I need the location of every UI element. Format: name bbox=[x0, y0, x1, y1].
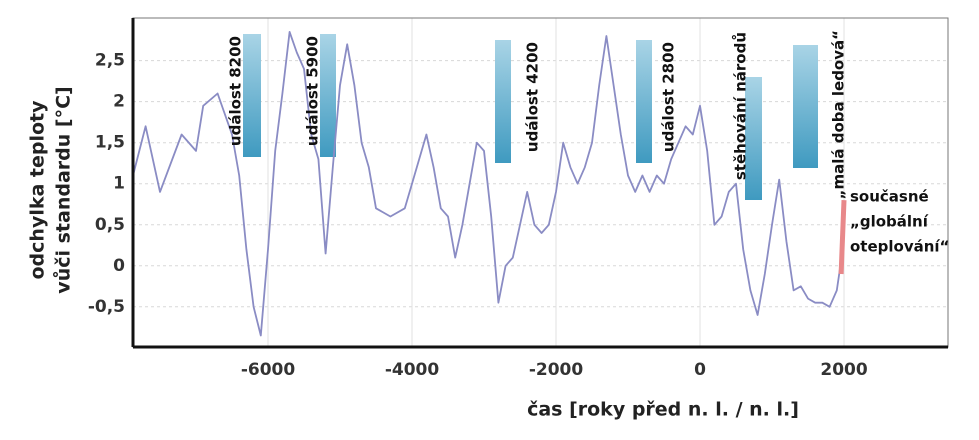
y-tick-label: 0,5 bbox=[95, 215, 125, 235]
event-bar bbox=[793, 45, 818, 168]
x-tick-label: -4000 bbox=[385, 360, 440, 380]
data-line bbox=[838, 200, 847, 275]
event-bar bbox=[745, 77, 762, 200]
x-axis-label: čas [roky před n. l. / n. l.] bbox=[527, 399, 799, 421]
annotation: událost 8200 bbox=[227, 36, 245, 146]
y-tick-label: 1,5 bbox=[95, 133, 125, 153]
data-line bbox=[132, 31, 842, 337]
event-bar bbox=[243, 34, 261, 157]
y-tick-label: 2,5 bbox=[95, 51, 125, 71]
event-bar bbox=[636, 40, 652, 163]
event-bar bbox=[320, 34, 336, 157]
annotation: současné bbox=[850, 188, 929, 206]
annotation: „malá doba ledová“ bbox=[830, 30, 848, 199]
annotation: událost 4200 bbox=[524, 42, 542, 152]
y-tick-label: -0,5 bbox=[88, 297, 125, 317]
annotation: stěhování národů bbox=[732, 32, 750, 180]
annotation: oteplování“ bbox=[850, 238, 949, 256]
y-tick-label: 0 bbox=[113, 256, 125, 276]
x-tick-label: 2000 bbox=[820, 360, 867, 380]
annotation: „globální bbox=[850, 213, 929, 231]
x-tick-label: -6000 bbox=[241, 360, 296, 380]
x-tick-label: 0 bbox=[694, 360, 706, 380]
y-axis-label: vůči standardu [°C] bbox=[52, 86, 75, 293]
y-tick-label: 1 bbox=[113, 174, 125, 194]
annotation: událost 5900 bbox=[304, 36, 322, 146]
x-tick-label: -2000 bbox=[529, 360, 584, 380]
event-bar bbox=[495, 40, 511, 163]
y-axis-label: odchylka teploty bbox=[27, 100, 49, 280]
annotation: událost 2800 bbox=[660, 42, 678, 152]
y-tick-label: 2 bbox=[113, 92, 125, 112]
